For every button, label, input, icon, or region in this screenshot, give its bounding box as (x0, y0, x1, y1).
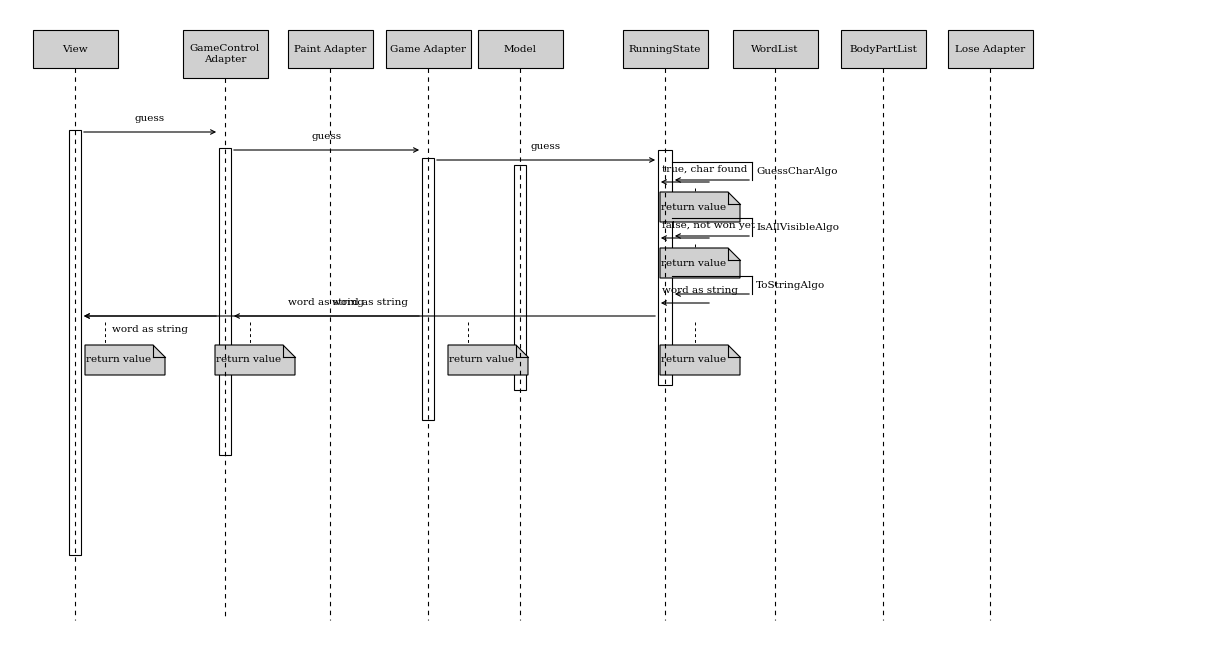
Text: return value: return value (661, 356, 727, 365)
Text: IsAllVisibleAlgo: IsAllVisibleAlgo (756, 222, 838, 232)
Text: Model: Model (503, 45, 536, 54)
Bar (422, 158, 435, 420)
Polygon shape (448, 345, 528, 375)
Bar (947, 30, 1033, 68)
Text: false, not won yet: false, not won yet (662, 221, 755, 230)
Bar (477, 30, 563, 68)
Text: word as string: word as string (113, 325, 188, 334)
Bar (732, 30, 818, 68)
Bar (33, 30, 118, 68)
Text: word as string: word as string (662, 286, 738, 295)
Bar (182, 30, 268, 78)
Text: View: View (62, 45, 88, 54)
Text: return value: return value (87, 356, 152, 365)
Text: return value: return value (449, 356, 514, 365)
Polygon shape (215, 345, 295, 375)
Text: return value: return value (661, 258, 727, 268)
Bar (623, 30, 707, 68)
Text: true, char found: true, char found (662, 165, 748, 174)
Bar (288, 30, 372, 68)
Text: return value: return value (661, 203, 727, 211)
Text: guess: guess (311, 132, 341, 141)
Text: GameControl
Adapter: GameControl Adapter (190, 45, 261, 64)
Bar (219, 148, 231, 455)
Text: word as string: word as string (289, 298, 365, 307)
Text: Game Adapter: Game Adapter (390, 45, 466, 54)
Text: WordList: WordList (752, 45, 799, 54)
Text: GuessCharAlgo: GuessCharAlgo (756, 167, 837, 176)
Text: Lose Adapter: Lose Adapter (955, 45, 1026, 54)
Text: ToStringAlgo: ToStringAlgo (756, 281, 825, 289)
Polygon shape (660, 248, 741, 278)
Polygon shape (84, 345, 165, 375)
Text: return value: return value (217, 356, 282, 365)
Bar (69, 130, 81, 555)
Text: BodyPartList: BodyPartList (849, 45, 917, 54)
Text: word as string: word as string (332, 298, 408, 307)
Text: Paint Adapter: Paint Adapter (294, 45, 366, 54)
Bar (386, 30, 470, 68)
Text: RunningState: RunningState (629, 45, 701, 54)
Text: guess: guess (135, 114, 165, 123)
Polygon shape (660, 345, 741, 375)
Bar (841, 30, 925, 68)
Text: guess: guess (531, 142, 561, 151)
Polygon shape (660, 192, 741, 222)
Bar (659, 150, 672, 385)
Bar (514, 165, 526, 390)
